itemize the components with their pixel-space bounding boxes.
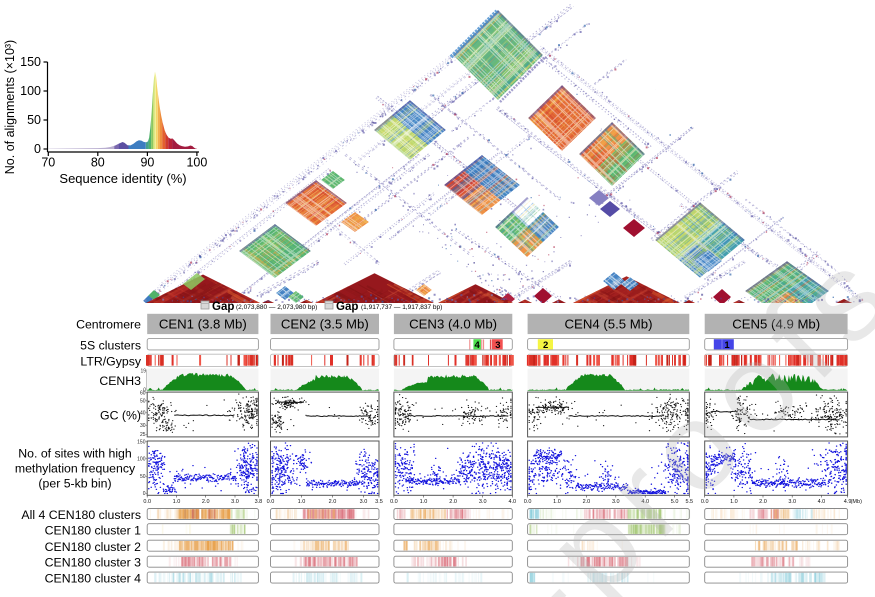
svg-text:(1,917,737 — 1,917,837 bp): (1,917,737 — 1,917,837 bp) bbox=[361, 304, 442, 311]
svg-text:Centromere: Centromere bbox=[76, 318, 141, 332]
svg-text:1.0: 1.0 bbox=[298, 499, 306, 505]
svg-text:(2,073,880 — 2,073,980 bp): (2,073,880 — 2,073,980 bp) bbox=[236, 304, 317, 311]
svg-text:25: 25 bbox=[140, 432, 146, 438]
svg-text:No. of alignments (×10³): No. of alignments (×10³) bbox=[3, 40, 17, 174]
svg-text:1.0: 1.0 bbox=[173, 499, 181, 505]
svg-text:methylation frequency: methylation frequency bbox=[15, 462, 136, 476]
svg-text:CEN180 cluster 3: CEN180 cluster 3 bbox=[45, 556, 142, 570]
svg-text:0: 0 bbox=[143, 491, 146, 497]
svg-text:(Mb): (Mb) bbox=[851, 499, 862, 505]
svg-text:1.0: 1.0 bbox=[420, 499, 428, 505]
svg-text:3.0: 3.0 bbox=[612, 499, 620, 505]
svg-text:4.0: 4.0 bbox=[818, 499, 826, 505]
svg-text:19: 19 bbox=[140, 369, 146, 375]
svg-text:90: 90 bbox=[140, 156, 154, 170]
svg-text:CEN2 (3.5 Mb): CEN2 (3.5 Mb) bbox=[281, 317, 369, 332]
svg-text:CEN180 cluster 4: CEN180 cluster 4 bbox=[45, 572, 142, 586]
svg-text:1.0: 1.0 bbox=[730, 499, 738, 505]
svg-text:3.0: 3.0 bbox=[788, 499, 796, 505]
svg-text:0.0: 0.0 bbox=[267, 499, 275, 505]
svg-text:100: 100 bbox=[20, 84, 41, 98]
svg-text:3.0: 3.0 bbox=[360, 499, 368, 505]
svg-text:70: 70 bbox=[41, 156, 55, 170]
svg-text:40: 40 bbox=[140, 411, 146, 417]
svg-text:LTR/Gypsy: LTR/Gypsy bbox=[80, 355, 141, 369]
svg-text:5S clusters: 5S clusters bbox=[80, 339, 141, 353]
svg-text:CEN5 (4.9 Mb): CEN5 (4.9 Mb) bbox=[732, 317, 820, 332]
svg-text:2.0: 2.0 bbox=[759, 499, 767, 505]
svg-text:30: 30 bbox=[140, 423, 146, 429]
svg-text:Sequence identity (%): Sequence identity (%) bbox=[59, 171, 186, 186]
svg-text:CEN4 (5.5 Mb): CEN4 (5.5 Mb) bbox=[565, 317, 653, 332]
svg-text:4.0: 4.0 bbox=[508, 499, 516, 505]
svg-text:CEN180 cluster 2: CEN180 cluster 2 bbox=[45, 540, 142, 554]
svg-text:50: 50 bbox=[140, 474, 146, 480]
svg-text:Gap: Gap bbox=[336, 301, 358, 313]
svg-text:0.0: 0.0 bbox=[143, 499, 151, 505]
svg-text:0.0: 0.0 bbox=[390, 499, 398, 505]
svg-text:5.0: 5.0 bbox=[671, 499, 679, 505]
svg-text:2: 2 bbox=[543, 340, 548, 351]
svg-text:3.5: 3.5 bbox=[375, 499, 383, 505]
svg-text:0.0: 0.0 bbox=[524, 499, 532, 505]
svg-text:CEN1 (3.8 Mb): CEN1 (3.8 Mb) bbox=[159, 317, 247, 332]
svg-text:CEN3 (4.0 Mb): CEN3 (4.0 Mb) bbox=[409, 317, 497, 332]
svg-text:150: 150 bbox=[137, 440, 146, 446]
svg-text:0: 0 bbox=[143, 388, 146, 394]
svg-text:Gap: Gap bbox=[212, 301, 234, 313]
svg-text:60: 60 bbox=[140, 391, 146, 397]
svg-text:100: 100 bbox=[186, 156, 207, 170]
svg-text:CENH3: CENH3 bbox=[99, 374, 141, 388]
svg-text:80: 80 bbox=[91, 156, 105, 170]
svg-text:GC (%): GC (%) bbox=[100, 409, 141, 423]
svg-text:4.9: 4.9 bbox=[844, 499, 852, 505]
svg-text:2.0: 2.0 bbox=[202, 499, 210, 505]
svg-text:50: 50 bbox=[27, 113, 41, 127]
svg-text:150: 150 bbox=[20, 55, 41, 69]
svg-text:CEN180 cluster 1: CEN180 cluster 1 bbox=[45, 524, 142, 538]
svg-text:4.0: 4.0 bbox=[641, 499, 649, 505]
svg-text:5.5: 5.5 bbox=[685, 499, 693, 505]
svg-text:0: 0 bbox=[34, 142, 41, 156]
svg-text:0.0: 0.0 bbox=[701, 499, 709, 505]
svg-text:3.8: 3.8 bbox=[255, 499, 263, 505]
svg-text:1.0: 1.0 bbox=[553, 499, 561, 505]
svg-text:No. of sites with high: No. of sites with high bbox=[18, 447, 132, 461]
svg-text:4: 4 bbox=[475, 340, 481, 351]
svg-text:3: 3 bbox=[495, 340, 500, 351]
svg-text:2.0: 2.0 bbox=[329, 499, 337, 505]
svg-text:1: 1 bbox=[724, 340, 730, 351]
svg-text:2.0: 2.0 bbox=[449, 499, 457, 505]
svg-text:3.0: 3.0 bbox=[479, 499, 487, 505]
svg-text:All 4 CEN180 clusters: All 4 CEN180 clusters bbox=[21, 508, 141, 522]
svg-text:(per 5-kb bin): (per 5-kb bin) bbox=[38, 477, 111, 491]
svg-text:3.0: 3.0 bbox=[231, 499, 239, 505]
svg-text:2.0: 2.0 bbox=[583, 499, 591, 505]
svg-text:100: 100 bbox=[137, 457, 146, 463]
svg-text:50: 50 bbox=[140, 399, 146, 405]
